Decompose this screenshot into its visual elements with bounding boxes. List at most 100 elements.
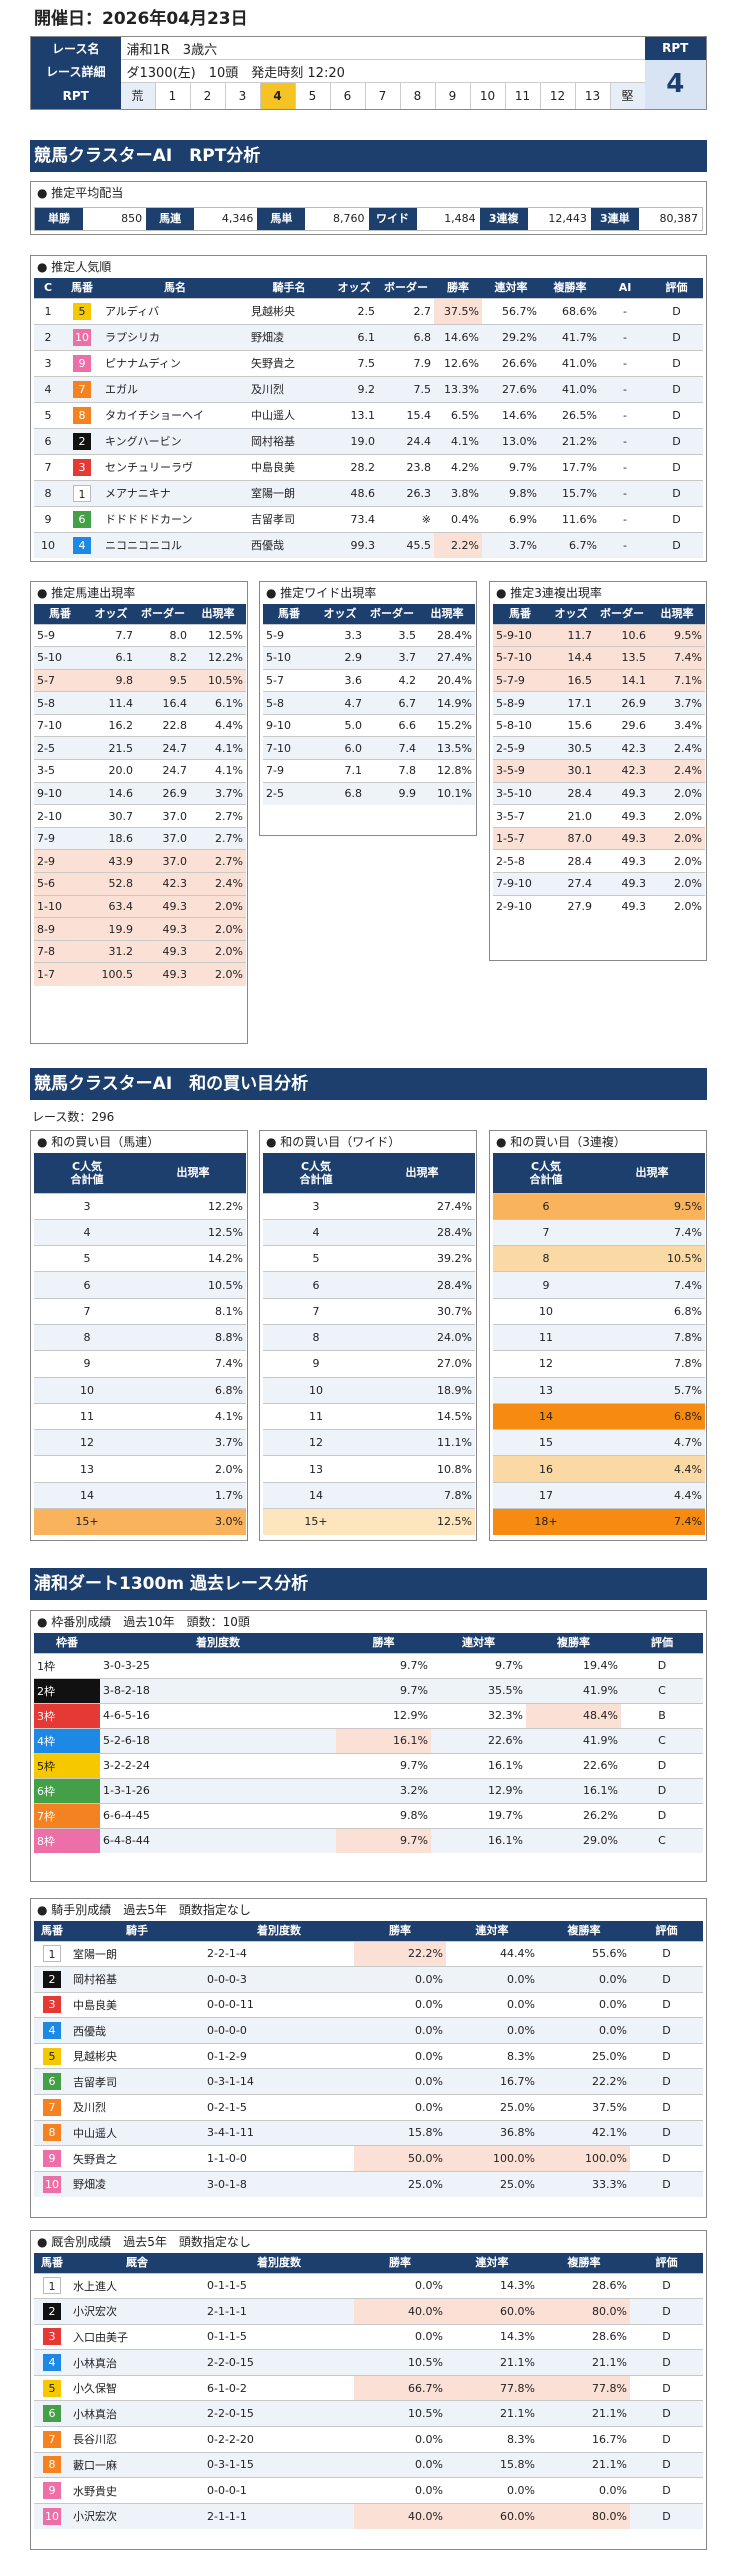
table-cell: 岡村裕基 <box>70 1966 204 1993</box>
table-cell: 13 <box>493 1376 599 1404</box>
table-cell: 2-5 <box>34 736 86 760</box>
sanren-title: ● 推定3連複出現率 <box>496 586 602 600</box>
table-cell: 15.8% <box>446 2451 538 2478</box>
table-cell: 5 <box>34 1245 140 1272</box>
table-cell: 48.4% <box>526 1702 621 1728</box>
table-cell: 41.0% <box>540 349 600 376</box>
table-cell: 1-5-7 <box>493 826 547 850</box>
table-cell: 3-4-1-11 <box>204 2119 354 2146</box>
column-header: 出現率 <box>140 1153 246 1193</box>
table-cell: - <box>600 531 650 558</box>
column-header: 着別度数 <box>100 1633 336 1653</box>
table-cell: 11 <box>493 1323 599 1351</box>
table-row: 10 野畑凌 3-0-1-8 25.0% 25.0% 33.3% D <box>34 2170 703 2197</box>
table-cell: 8.3% <box>446 2426 538 2453</box>
table-cell: D <box>630 2017 703 2044</box>
table-cell: 49.3 <box>595 872 649 896</box>
table-cell: 15 <box>493 1429 599 1456</box>
table-cell: 7-8 <box>34 939 86 963</box>
table-cell: C <box>621 1677 703 1703</box>
rpt-scale-cell: 6 <box>329 83 365 109</box>
table-row: 11 7.8% <box>493 1323 705 1351</box>
table-cell: 0.0% <box>446 2017 538 2044</box>
table-cell: 中島良美 <box>248 453 330 480</box>
waku-table: 枠番 着別度数 勝率 連対率 複勝率 評価 1枠 3-0-3-25 9.7% 9.7% 19.4% D… <box>34 1633 703 1853</box>
horse-number-badge: 4 <box>43 2022 61 2040</box>
table-row: 5-8 11.4 16.4 6.1% <box>34 691 246 715</box>
table-cell: 吉留孝司 <box>248 505 330 532</box>
table-cell: 14 <box>493 1402 599 1430</box>
table-cell: 7-9 <box>34 826 86 850</box>
table-cell: 32.3% <box>431 1702 526 1728</box>
table-cell: 26.5% <box>540 401 600 428</box>
table-cell: 17 <box>493 1481 599 1509</box>
table-cell: 20.0 <box>86 759 136 783</box>
table-cell: 7枠 <box>34 1802 100 1828</box>
table-cell: 0.0% <box>354 2094 446 2121</box>
table-cell: D <box>621 1802 703 1828</box>
table-cell: 37.0 <box>136 826 190 850</box>
table-cell: 10.5% <box>190 668 246 692</box>
table-header: C人気 合計値 出現率 <box>263 1153 475 1193</box>
table-cell: - <box>600 375 650 402</box>
table-row: 8 藪口一麻 0-3-1-15 0.0% 15.8% 21.1% D <box>34 2451 703 2478</box>
table-cell: 24.7 <box>136 736 190 760</box>
table-cell: 4.1% <box>140 1402 246 1430</box>
table-cell: ピナナムディン <box>102 349 248 376</box>
table-cell: 4.7% <box>599 1429 705 1456</box>
table-cell: 3.7 <box>365 646 419 670</box>
table-row: 2 10 ラプシリカ 野畑凌 6.1 6.8 14.6% 29.2% 41.7% - D <box>34 323 703 350</box>
table-cell: 2-9 <box>34 849 86 873</box>
table-cell: 1 <box>62 479 102 506</box>
table-cell: 2 <box>34 2298 70 2325</box>
table-cell: 30.7% <box>369 1297 475 1325</box>
umaren-box: ● 推定馬連出現率 馬番 オッズ ボーダー 出現率 5-9 7.7 8.0 12.5% 5-10… <box>30 581 248 1044</box>
table-cell: 8 <box>34 479 62 506</box>
table-cell: 10 <box>34 2170 70 2197</box>
table-cell: - <box>600 505 650 532</box>
table-cell: 2-2-0-15 <box>204 2400 354 2427</box>
section-course-analysis: 浦和ダート1300m 過去レース分析 <box>30 1568 707 1600</box>
table-cell: 42.3 <box>595 759 649 783</box>
column-header: 評価 <box>621 1633 703 1653</box>
table-cell: 9 <box>34 2477 70 2504</box>
table-cell: - <box>600 349 650 376</box>
table-header: 枠番 着別度数 勝率 連対率 複勝率 評価 <box>34 1633 703 1653</box>
table-row: 10 6.8% <box>493 1297 705 1325</box>
table-row: 1 5 アルディバ 見越彬央 2.5 2.7 37.5% 56.7% 68.6% - D <box>34 297 703 324</box>
table-cell: 0.0% <box>446 1991 538 2018</box>
table-cell: 9-10 <box>34 781 86 805</box>
table-cell: 0.0% <box>354 2017 446 2044</box>
table-cell: - <box>600 401 650 428</box>
table-cell: 28.4% <box>419 623 475 647</box>
table-row: 1 水上進人 0-1-1-5 0.0% 14.3% 28.6% D <box>34 2272 703 2299</box>
table-cell: D <box>650 505 703 532</box>
table-cell: 13.0% <box>482 427 540 454</box>
column-header: オッズ <box>315 604 365 624</box>
table-cell: 0-1-1-5 <box>204 2272 354 2299</box>
table-cell: 26.3 <box>378 479 434 506</box>
table-cell: 27.4% <box>369 1192 475 1220</box>
table-cell: 12.5% <box>190 623 246 647</box>
table-row: 7-8 31.2 49.3 2.0% <box>34 939 246 963</box>
table-cell: 15.6 <box>547 713 595 737</box>
table-cell: 27.4 <box>547 872 595 896</box>
rpt-scale-cell: 1 <box>154 83 190 109</box>
table-row: 5枠 3-2-2-24 9.7% 16.1% 22.6% D <box>34 1752 703 1778</box>
table-cell: D <box>630 1991 703 2018</box>
rpt-scale-cell: 荒 <box>120 83 155 109</box>
table-cell: 28.4 <box>547 849 595 873</box>
popularity-table: C 馬番 馬名 騎手名 オッズ ボーダー 勝率 連対率 複勝率 AI 評価 1 5 アルディバ 見越彬央 2.… <box>34 278 703 558</box>
table-row: 6 吉留孝司 0-3-1-14 0.0% 16.7% 22.2% D <box>34 2068 703 2095</box>
horse-number-badge: 2 <box>73 432 91 450</box>
table-cell: 22.2% <box>354 1940 446 1967</box>
table-cell: 0-0-0-1 <box>204 2477 354 2504</box>
table-cell: 10 <box>34 1376 140 1404</box>
table-row: 5 8 タカイチショーヘイ 中山遥人 13.1 15.4 6.5% 14.6% 26.5% - D <box>34 401 703 428</box>
table-row: 17 4.4% <box>493 1481 705 1509</box>
table-row: 5-7 9.8 9.5 10.5% <box>34 668 246 692</box>
table-cell: - <box>600 323 650 350</box>
horse-number-badge: 3 <box>73 458 91 476</box>
table-cell: 7.1% <box>649 668 705 692</box>
table-cell: 21.0 <box>547 804 595 828</box>
